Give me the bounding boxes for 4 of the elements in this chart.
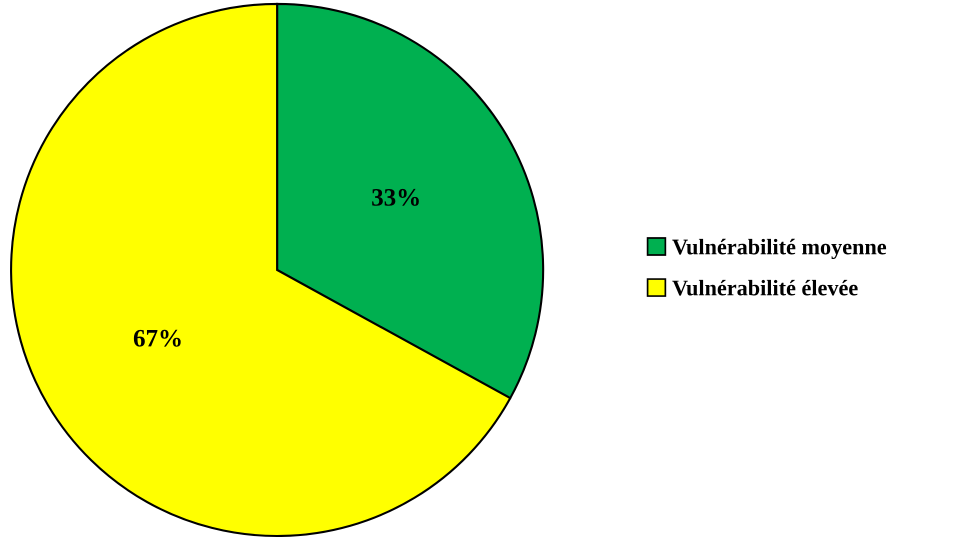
data-label: 67%	[134, 330, 181, 347]
legend-label: Vulnérabilité élevée	[672, 280, 858, 296]
data-label: 33%	[372, 188, 419, 206]
legend-label: Vulnérabilité moyenne	[672, 238, 886, 260]
